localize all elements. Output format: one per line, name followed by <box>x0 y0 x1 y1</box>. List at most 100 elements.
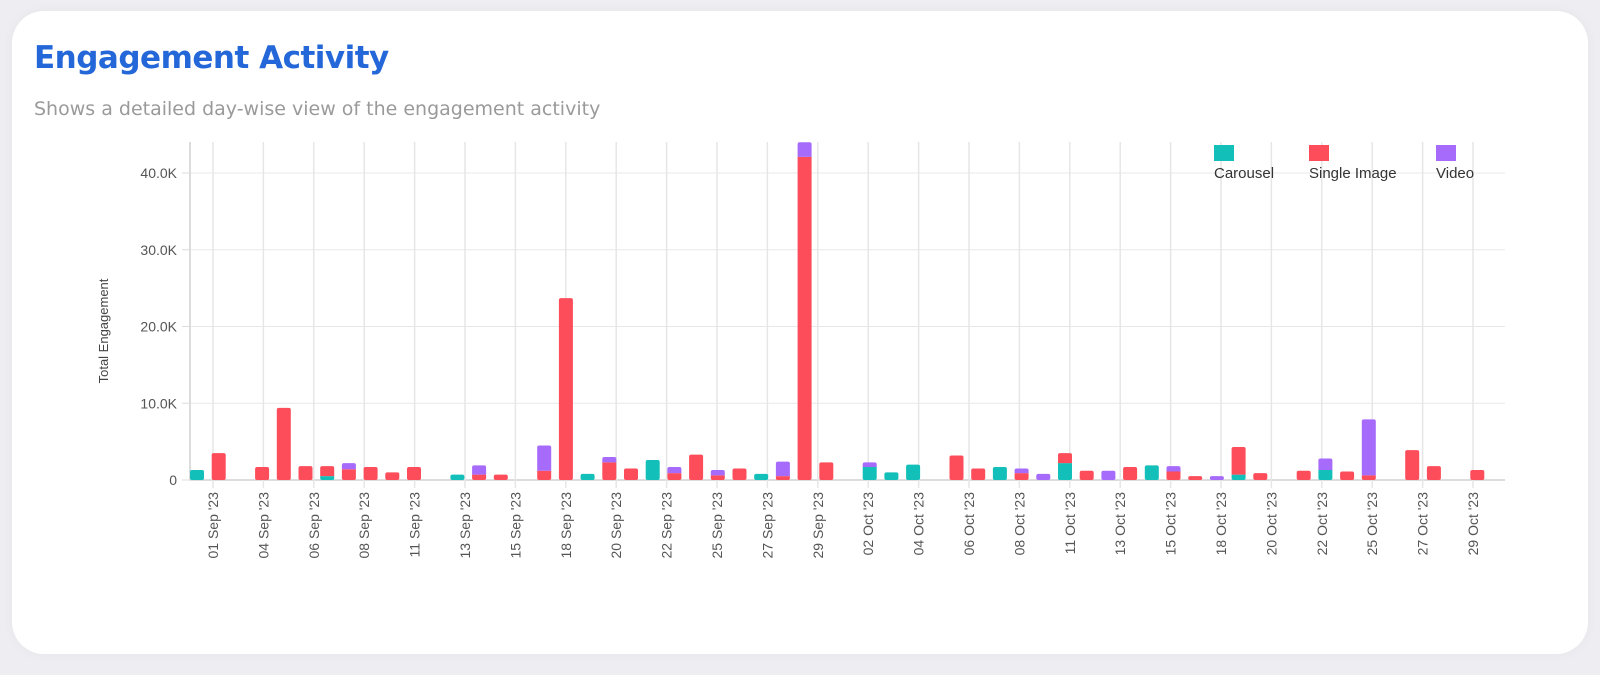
bar-single-image[interactable] <box>537 470 552 480</box>
bar-carousel[interactable] <box>320 476 335 480</box>
x-tick-label: 13 Oct '23 <box>1112 492 1128 556</box>
x-tick-label: 25 Oct '23 <box>1364 492 1380 556</box>
bar-single-image[interactable] <box>819 462 834 480</box>
bar-video[interactable] <box>1209 476 1224 480</box>
bar-carousel[interactable] <box>754 473 769 480</box>
bar-single-image[interactable] <box>1231 446 1246 475</box>
bar-video[interactable] <box>775 461 790 477</box>
x-tick-label: 18 Oct '23 <box>1213 492 1229 556</box>
bar-carousel[interactable] <box>1318 470 1333 480</box>
bar-single-image[interactable] <box>341 469 356 480</box>
bar-single-image[interactable] <box>667 473 682 480</box>
x-tick-label: 01 Sep '23 <box>205 492 221 559</box>
x-tick-label: 08 Sep '23 <box>356 492 372 559</box>
y-tick-label: 30.0K <box>140 242 177 258</box>
bar-single-image[interactable] <box>472 474 487 480</box>
bar-single-image[interactable] <box>1079 470 1094 480</box>
x-tick-label: 29 Sep '23 <box>810 492 826 559</box>
bar-single-image[interactable] <box>1123 466 1138 480</box>
y-tick-label: 10.0K <box>140 395 177 411</box>
bar-single-image[interactable] <box>1340 471 1355 480</box>
legend-item-carousel[interactable]: Carousel <box>1214 145 1274 182</box>
bar-single-image[interactable] <box>949 455 964 480</box>
bar-single-image[interactable] <box>211 453 226 480</box>
bar-single-image[interactable] <box>1426 466 1441 480</box>
bar-single-image[interactable] <box>1188 476 1203 480</box>
bar-video[interactable] <box>1101 470 1116 480</box>
bar-single-image[interactable] <box>1014 473 1029 480</box>
bar-single-image[interactable] <box>710 475 725 480</box>
bar-single-image[interactable] <box>1470 470 1485 480</box>
bar-single-image[interactable] <box>624 468 638 480</box>
bar-single-image[interactable] <box>775 476 790 480</box>
bar-carousel[interactable] <box>1144 465 1159 480</box>
bar-carousel[interactable] <box>884 472 899 480</box>
bar-single-image[interactable] <box>1253 473 1268 480</box>
bar-single-image[interactable] <box>602 462 617 480</box>
bar-single-image[interactable] <box>971 468 986 480</box>
x-tick-label: 22 Oct '23 <box>1314 492 1330 556</box>
bar-single-image[interactable] <box>363 466 378 480</box>
x-tick-label: 20 Sep '23 <box>608 492 624 559</box>
bar-single-image[interactable] <box>385 472 400 480</box>
chart-legend: Carousel Single Image Video <box>0 145 1600 185</box>
bar-video[interactable] <box>1318 458 1333 471</box>
x-tick-label: 15 Oct '23 <box>1163 492 1179 556</box>
x-tick-label: 22 Sep '23 <box>659 492 675 559</box>
x-tick-label: 15 Sep '23 <box>507 492 523 559</box>
bar-single-image[interactable] <box>255 466 270 480</box>
bar-video[interactable] <box>1166 466 1181 472</box>
bar-single-image[interactable] <box>1361 475 1376 480</box>
bar-carousel[interactable] <box>906 464 921 480</box>
x-tick-label: 08 Oct '23 <box>1011 492 1027 556</box>
bar-single-image[interactable] <box>558 298 573 480</box>
x-tick-label: 13 Sep '23 <box>457 492 473 559</box>
bar-carousel[interactable] <box>580 473 595 480</box>
bar-video[interactable] <box>1036 473 1051 480</box>
bar-single-image[interactable] <box>320 466 335 477</box>
x-tick-label: 27 Oct '23 <box>1415 492 1431 556</box>
bar-carousel[interactable] <box>190 470 204 480</box>
bar-single-image[interactable] <box>1296 470 1311 480</box>
legend-swatch-single-image <box>1309 145 1329 161</box>
x-tick-label: 06 Oct '23 <box>961 492 977 556</box>
bar-video[interactable] <box>667 466 682 474</box>
legend-item-video[interactable]: Video <box>1436 145 1474 182</box>
bar-video[interactable] <box>341 463 356 470</box>
bar-video[interactable] <box>862 462 877 467</box>
bar-video[interactable] <box>602 456 617 463</box>
bar-single-image[interactable] <box>797 156 812 480</box>
bar-single-image[interactable] <box>732 468 747 480</box>
bar-carousel[interactable] <box>1231 474 1246 480</box>
bar-single-image[interactable] <box>493 474 508 480</box>
legend-label: Single Image <box>1309 165 1397 182</box>
bar-single-image[interactable] <box>407 466 421 480</box>
legend-swatch-carousel <box>1214 145 1234 161</box>
bar-video[interactable] <box>1014 468 1029 474</box>
bar-single-image[interactable] <box>276 407 291 480</box>
legend-item-single-image[interactable]: Single Image <box>1309 145 1397 182</box>
bar-carousel[interactable] <box>992 466 1007 480</box>
bar-carousel[interactable] <box>450 474 465 480</box>
bar-single-image[interactable] <box>298 466 313 480</box>
y-tick-label: 40.0K <box>140 165 177 181</box>
bar-single-image[interactable] <box>689 454 704 480</box>
bar-video[interactable] <box>1361 419 1376 476</box>
x-tick-label: 11 Sep '23 <box>407 492 423 558</box>
bar-single-image[interactable] <box>1058 453 1072 464</box>
bar-video[interactable] <box>537 445 552 471</box>
bar-carousel[interactable] <box>862 466 877 480</box>
x-tick-label: 02 Oct '23 <box>860 492 876 556</box>
bar-carousel[interactable] <box>645 460 660 480</box>
x-tick-label: 25 Sep '23 <box>709 492 725 559</box>
y-tick-label: 20.0K <box>140 319 177 335</box>
bar-video[interactable] <box>797 142 812 157</box>
page-title: Engagement Activity <box>34 40 389 76</box>
bar-carousel[interactable] <box>1058 463 1072 480</box>
bar-video[interactable] <box>710 470 725 476</box>
bar-single-image[interactable] <box>1166 471 1181 480</box>
bar-single-image[interactable] <box>1405 450 1420 480</box>
bar-video[interactable] <box>472 465 487 475</box>
y-axis-title: Total Engagement <box>96 278 111 383</box>
